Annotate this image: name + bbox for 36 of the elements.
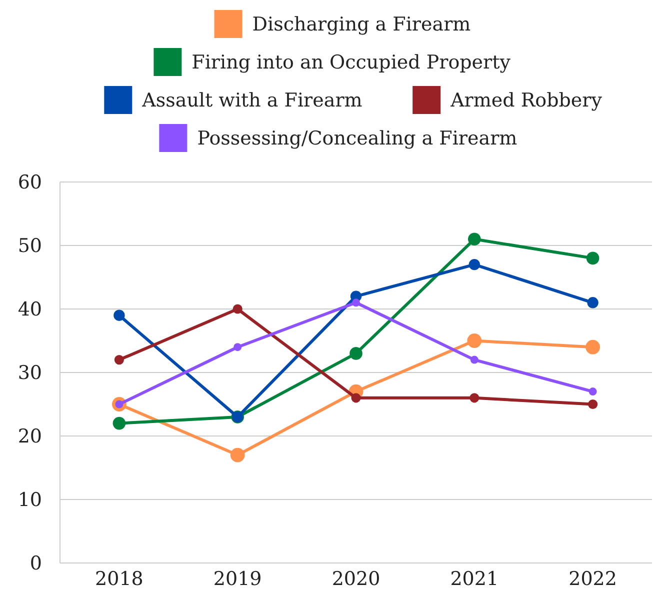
point: [588, 399, 598, 410]
point: [114, 355, 124, 365]
y-tick-label: 10: [18, 489, 42, 512]
y-tick-label: 50: [18, 235, 42, 258]
x-tick-label: 2022: [568, 568, 617, 590]
point: [234, 343, 242, 352]
point: [470, 356, 478, 364]
y-tick-label: 30: [18, 362, 42, 384]
point: [114, 310, 125, 321]
legend-label: Discharging a Firearm: [252, 14, 471, 36]
x-tick-label: 2018: [95, 568, 144, 590]
x-tick-label: 2021: [450, 568, 499, 590]
point: [468, 232, 481, 246]
point: [586, 340, 600, 354]
y-tick-label: 20: [18, 426, 42, 448]
x-tick-label: 2020: [332, 568, 380, 590]
y-tick-label: 40: [18, 298, 42, 321]
point: [468, 258, 480, 270]
point: [112, 416, 126, 430]
y-tick-label: 60: [18, 172, 42, 194]
point: [467, 334, 482, 348]
legend-label: Possessing/Concealing a Firearm: [197, 128, 518, 150]
point: [470, 393, 480, 403]
y-tick-label: 0: [30, 552, 42, 575]
point: [586, 252, 600, 265]
point: [350, 347, 362, 360]
legend-label: Firing into an Occupied Property: [192, 52, 511, 74]
x-tick-label: 2019: [213, 568, 262, 590]
point: [232, 304, 242, 314]
legend-label: Assault with a Firearm: [141, 90, 362, 112]
point: [352, 298, 360, 307]
point: [587, 297, 598, 308]
point: [230, 448, 245, 462]
point: [351, 393, 361, 403]
legend-label: Armed Robbery: [450, 90, 602, 112]
point: [588, 388, 597, 396]
